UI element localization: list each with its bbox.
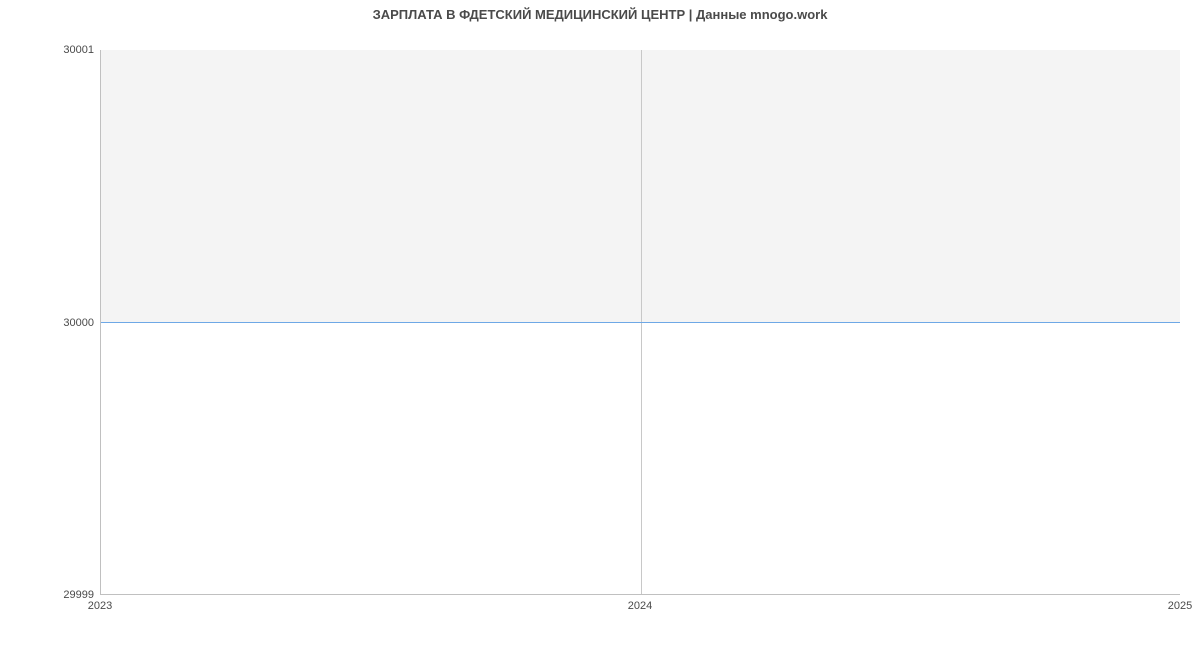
chart-title: ЗАРПЛАТА В ФДЕТСКИЙ МЕДИЦИНСКИЙ ЦЕНТР | … [0, 7, 1200, 22]
y-tick-label: 30001 [63, 44, 94, 56]
plot-area [100, 50, 1180, 595]
chart-container: ЗАРПЛАТА В ФДЕТСКИЙ МЕДИЦИНСКИЙ ЦЕНТР | … [0, 0, 1200, 650]
data-line [101, 322, 1180, 323]
x-tick-label: 2025 [1168, 600, 1192, 612]
x-tick-label: 2024 [628, 600, 652, 612]
x-tick-label: 2023 [88, 600, 112, 612]
y-tick-label: 30000 [63, 317, 94, 329]
